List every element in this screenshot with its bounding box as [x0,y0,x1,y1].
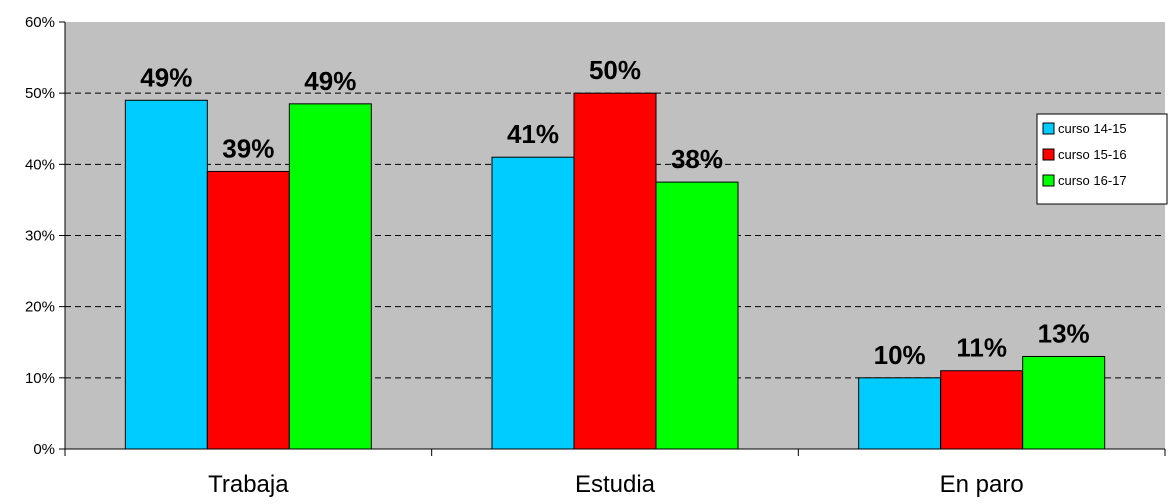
y-tick-label: 0% [33,441,55,458]
bar-data-label: 49% [140,62,192,92]
bar [858,377,942,450]
x-category-label: Trabaja [208,471,289,498]
y-tick-label: 20% [25,299,55,316]
legend-swatch [1042,174,1055,187]
legend-label: curso 16-17 [1058,173,1127,188]
legend-label: curso 14-15 [1058,121,1127,136]
bar [206,170,290,450]
bar-data-label: 39% [222,133,274,163]
bar [655,181,739,450]
data-labels: 49% 39% 49% 41% 50% 38% 10% 11% 13% [140,55,1089,370]
bar-data-label: 49% [304,66,356,96]
bar-data-label: 10% [874,340,926,370]
bar [940,370,1024,450]
legend: curso 14-15 curso 15-16 curso 16-17 [1036,113,1168,205]
bar-data-label: 41% [507,119,559,149]
legend-swatch [1042,148,1055,161]
legend-label: curso 15-16 [1058,147,1127,162]
bar-data-label: 38% [671,144,723,174]
bar-data-label: 13% [1038,318,1090,348]
bars [124,92,1106,450]
x-category-label: Estudia [575,471,656,498]
bar [124,99,208,450]
legend-box [1036,113,1168,205]
bar [288,103,372,450]
y-tick-label: 30% [25,228,55,245]
y-tick-label: 50% [25,85,55,102]
y-tick-label: 10% [25,370,55,387]
axes: 0% 10% 20% 30% 40% 50% 60% Trabaja Estudia En par… [25,14,1166,498]
bar [491,156,575,450]
bar [1022,355,1106,450]
x-category-label: En paro [940,471,1024,498]
y-tick-label: 60% [25,14,55,31]
legend-swatch [1042,122,1055,135]
bar-data-label: 50% [589,55,641,85]
bar-data-label: 11% [956,333,1007,363]
bar [573,92,657,450]
y-tick-label: 40% [25,156,55,173]
